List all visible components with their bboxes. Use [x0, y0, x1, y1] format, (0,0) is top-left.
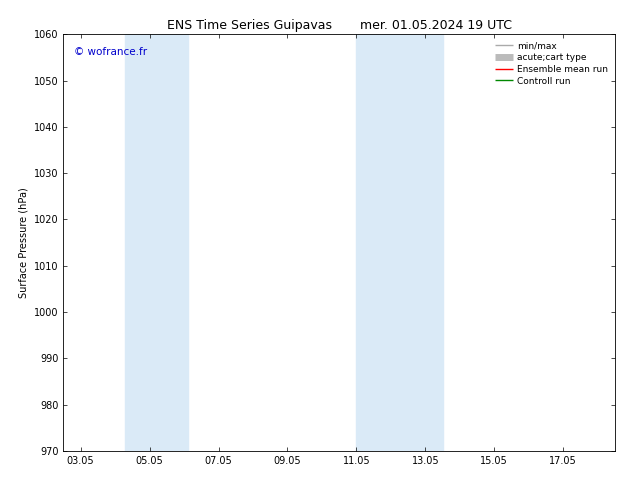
Text: © wofrance.fr: © wofrance.fr: [74, 47, 148, 57]
Legend: min/max, acute;cart type, Ensemble mean run, Controll run: min/max, acute;cart type, Ensemble mean …: [493, 39, 611, 88]
Y-axis label: Surface Pressure (hPa): Surface Pressure (hPa): [18, 187, 29, 298]
Bar: [356, 34, 443, 451]
Title: ENS Time Series Guipavas       mer. 01.05.2024 19 UTC: ENS Time Series Guipavas mer. 01.05.2024…: [167, 19, 512, 32]
Bar: [126, 34, 188, 451]
